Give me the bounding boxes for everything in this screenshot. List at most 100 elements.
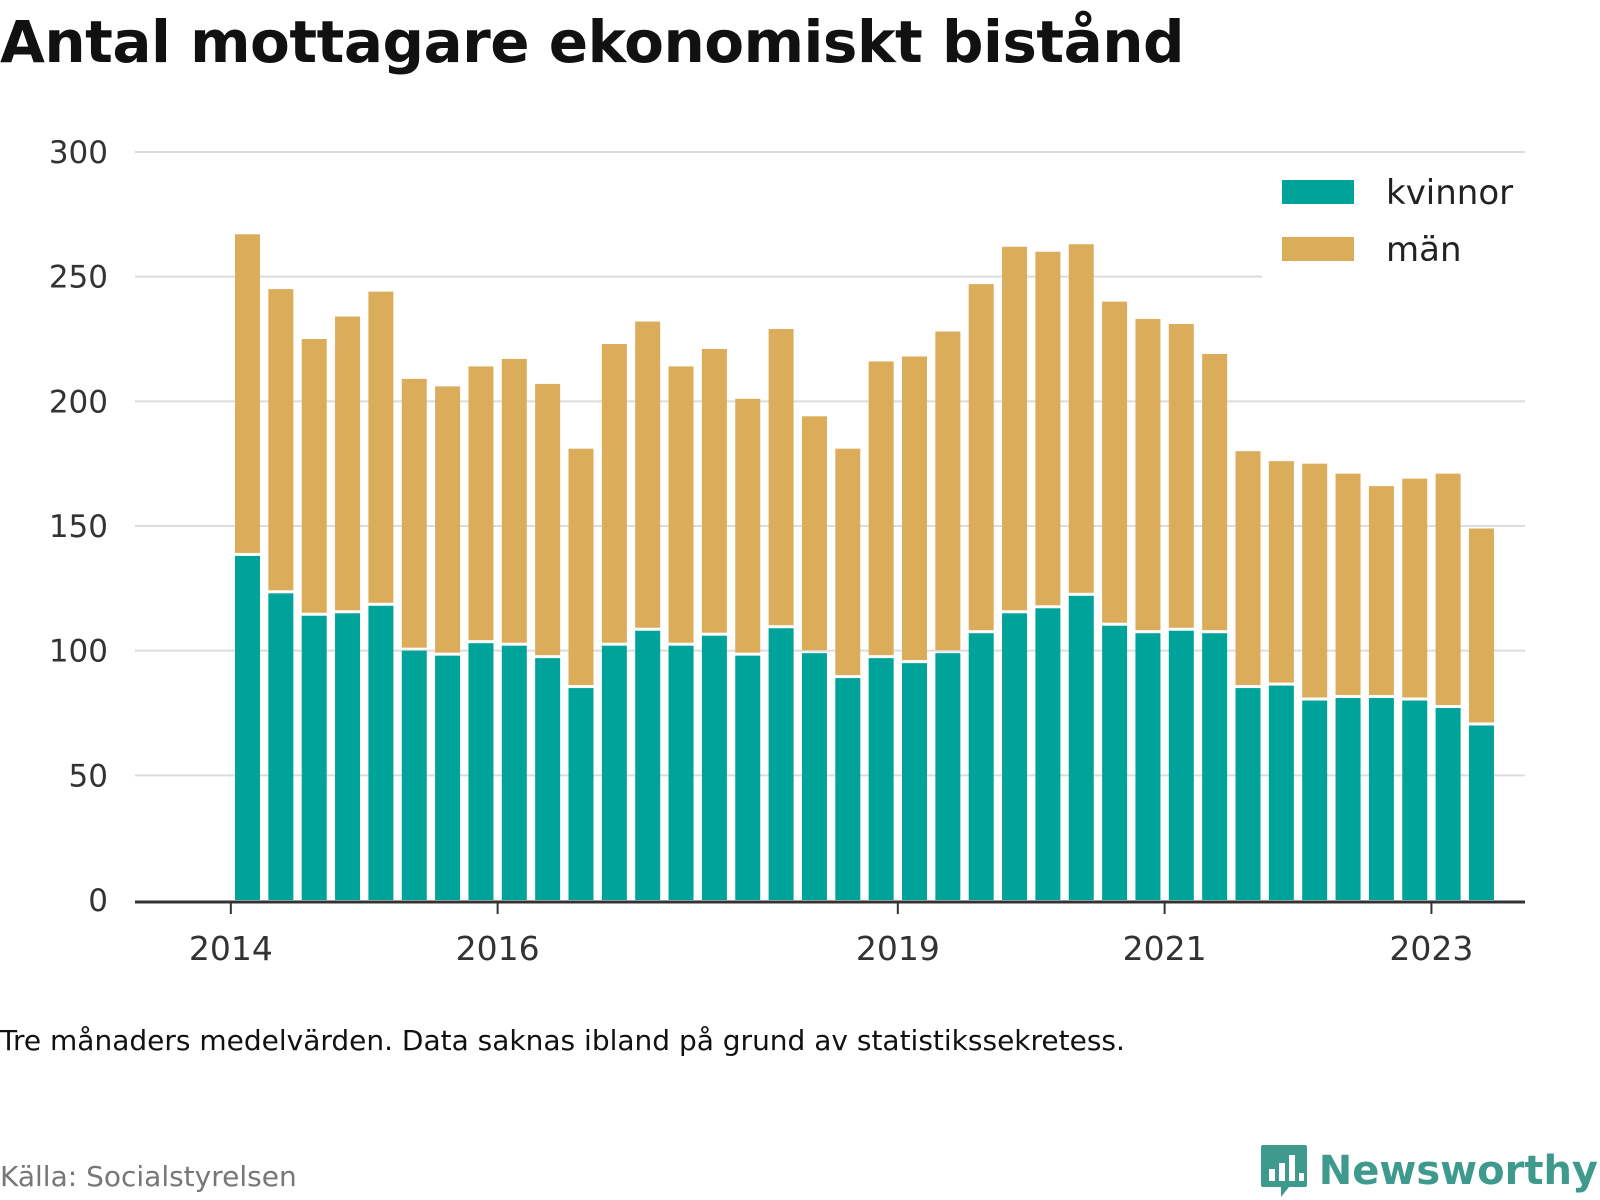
bar-man [435, 386, 461, 653]
y-tick-label: 100 [49, 634, 108, 670]
bar-man [635, 321, 661, 628]
x-tick-label: 2023 [1389, 929, 1473, 968]
bar-kvinnor [1335, 698, 1361, 900]
bar-kvinnor [1268, 685, 1294, 900]
bar-man [1135, 319, 1161, 631]
bar-kvinnor [401, 650, 427, 900]
x-axis: 2014 2016 2019 2021 2023 [135, 900, 1525, 968]
bar-man [235, 234, 260, 553]
y-tick-label: 300 [49, 135, 108, 171]
bars [235, 234, 1494, 900]
bar-kvinnor [1368, 698, 1394, 900]
y-axis-ticks: 0 50 100 150 200 250 300 [49, 135, 108, 919]
bar-man [601, 343, 627, 643]
bar-kvinnor [1435, 708, 1461, 900]
bar-kvinnor [668, 645, 694, 900]
bar-man [768, 329, 794, 626]
bar-kvinnor [1468, 725, 1494, 900]
bar-kvinnor [1168, 630, 1194, 900]
legend-swatch [1282, 237, 1354, 261]
bar-man [535, 383, 561, 656]
bar-man [468, 366, 494, 641]
bar-kvinnor [468, 643, 494, 900]
bar-man [1035, 251, 1061, 606]
bar-man [301, 339, 327, 613]
bar-man [902, 356, 927, 661]
bar-kvinnor [835, 678, 861, 900]
source-text: Källa: Socialstyrelsen [0, 1160, 297, 1193]
bar-kvinnor [268, 593, 294, 900]
bar-man [801, 416, 827, 651]
y-tick-label: 50 [69, 758, 108, 794]
x-tick-label: 2016 [456, 929, 540, 968]
bar-kvinnor [868, 658, 894, 900]
bar-kvinnor [501, 645, 527, 900]
brand-name: Newsworthy [1318, 1148, 1598, 1194]
bar-man [1435, 473, 1461, 706]
bar-kvinnor [235, 555, 260, 900]
legend: kvinnor män [1262, 168, 1534, 282]
bar-kvinnor [568, 688, 594, 900]
bar-man [1468, 528, 1494, 723]
bar-man [1235, 451, 1261, 686]
brand-logo: Newsworthy [1259, 1143, 1598, 1199]
legend-label: män [1386, 230, 1462, 270]
bar-kvinnor [368, 605, 394, 900]
bar-kvinnor [1068, 595, 1094, 900]
legend-label: kvinnor [1386, 173, 1513, 213]
bar-man [1168, 324, 1194, 628]
chart-title: Antal mottagare ekonomiskt bistånd [0, 8, 1185, 76]
bar-kvinnor [1102, 625, 1128, 900]
bar-man [268, 289, 294, 591]
bar-kvinnor [902, 663, 927, 900]
bar-kvinnor [701, 635, 727, 900]
y-tick-label: 150 [49, 509, 108, 545]
bar-kvinnor [635, 630, 661, 900]
bar-kvinnor [1002, 613, 1028, 900]
bar-kvinnor [1035, 608, 1061, 900]
bar-man [1302, 463, 1328, 698]
bar-man [935, 331, 961, 651]
legend-swatch [1282, 180, 1354, 204]
bar-kvinnor [1235, 688, 1261, 900]
y-tick-label: 0 [88, 883, 108, 919]
bar-kvinnor [1135, 633, 1161, 900]
bar-kvinnor [735, 655, 761, 900]
bar-man [1202, 353, 1228, 631]
y-tick-label: 250 [49, 260, 108, 296]
bar-man [401, 378, 427, 648]
bar-kvinnor [801, 653, 827, 900]
bar-man [1368, 486, 1394, 696]
bar-man [968, 284, 994, 631]
x-tick-label: 2019 [856, 929, 940, 968]
bar-kvinnor [768, 628, 794, 900]
bar-man [1102, 301, 1128, 623]
bar-man [735, 398, 761, 653]
bar-man [1402, 478, 1428, 698]
bar-kvinnor [1302, 700, 1328, 900]
bar-chart-speech-bubble-icon [1260, 1145, 1307, 1197]
bar-man [1335, 473, 1361, 696]
bar-man [868, 361, 894, 656]
bar-kvinnor [435, 655, 461, 900]
y-tick-label: 200 [49, 384, 108, 420]
bar-man [835, 448, 861, 676]
bar-man [501, 358, 527, 643]
x-tick-label: 2014 [189, 929, 273, 968]
bar-man [1268, 461, 1294, 683]
bar-kvinnor [935, 653, 961, 900]
bar-man [668, 366, 694, 643]
grid-lines [135, 151, 1525, 777]
bar-man [368, 291, 394, 603]
bar-man [1068, 244, 1094, 593]
bar-kvinnor [1402, 700, 1428, 900]
chart-note: Tre månaders medelvärden. Data saknas ib… [0, 1024, 1125, 1057]
bar-kvinnor [968, 633, 994, 900]
x-tick-label: 2021 [1123, 929, 1207, 968]
bar-man [1002, 246, 1028, 611]
bar-man [701, 348, 727, 633]
bar-kvinnor [1202, 633, 1228, 900]
bar-kvinnor [601, 645, 627, 900]
bar-man [568, 448, 594, 686]
